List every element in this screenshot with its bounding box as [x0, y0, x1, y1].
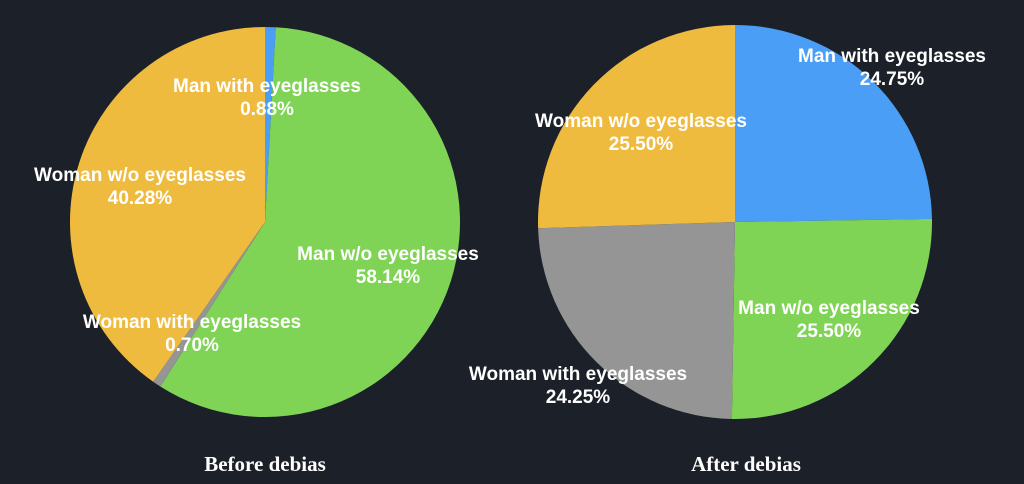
pie-slice [265, 27, 276, 222]
pie-slice [538, 222, 735, 419]
slice-label: Man w/o eyeglasses 58.14% [297, 244, 479, 288]
pie-slice [538, 25, 735, 229]
pie-chart-after-debias: Man with eyeglasses 24.75% Man w/o eyeglas… [469, 25, 986, 476]
chart-title-after: After debias [691, 452, 801, 476]
chart-title-before: Before debias [204, 452, 326, 476]
pie-slice [69, 26, 265, 382]
slice-label: Man w/o eyeglasses 25.50% [738, 298, 920, 342]
pie-slice [153, 222, 265, 387]
slice-label: Woman with eyeglasses 0.70% [83, 312, 301, 356]
slice-label: Man with eyeglasses 24.75% [798, 46, 986, 90]
slice-label: Woman w/o eyeglasses 25.50% [535, 111, 747, 155]
slice-label: Man with eyeglasses 0.88% [173, 76, 361, 120]
pie-slice [731, 218, 933, 420]
slice-label: Woman w/o eyeglasses 40.28% [34, 165, 246, 209]
slice-label: Woman with eyeglasses 24.25% [469, 364, 687, 408]
pie-chart-before-debias: Man with eyeglasses 0.88% Man w/o eyeglass… [34, 26, 479, 476]
pie-slice [160, 27, 461, 418]
pie-slice [735, 25, 932, 222]
